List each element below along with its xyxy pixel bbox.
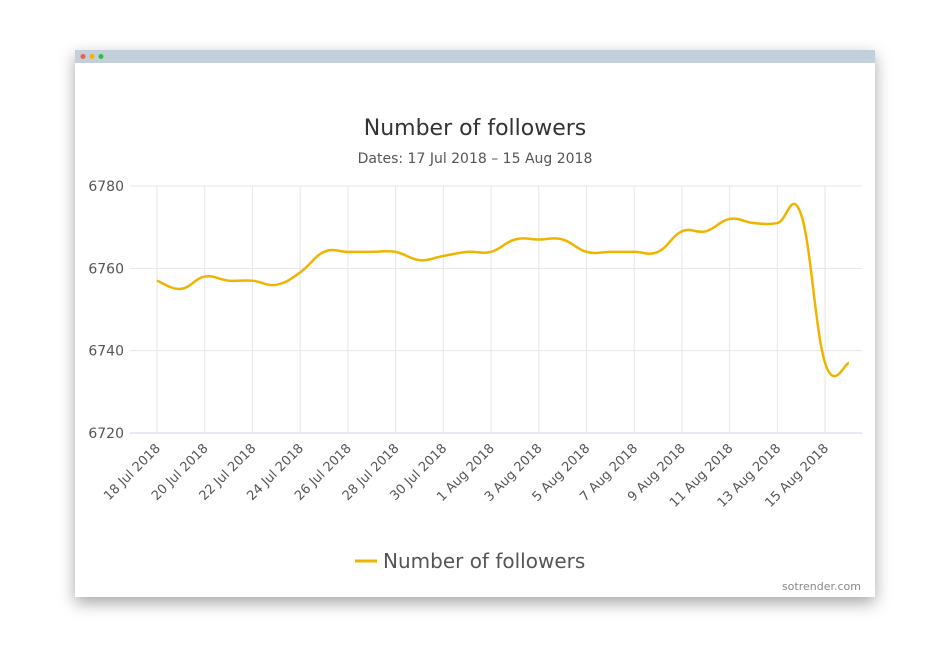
max-dot (98, 54, 104, 59)
chart-subtitle: Dates: 17 Jul 2018 – 15 Aug 2018 (358, 151, 593, 167)
line (156, 202, 850, 378)
min-dot (89, 54, 95, 59)
window (75, 50, 875, 597)
y-tick-label: 6720 (88, 426, 124, 442)
y-tick-label: 6740 (88, 344, 124, 360)
close-dot (80, 54, 86, 59)
watermark: sotrender.com (782, 580, 861, 593)
legend-label: Number of followers (383, 549, 585, 573)
y-tick-label: 6780 (88, 179, 124, 195)
y-tick-label: 6760 (88, 261, 124, 277)
chart-title: Number of followers (364, 116, 587, 141)
title-bar (75, 50, 875, 63)
